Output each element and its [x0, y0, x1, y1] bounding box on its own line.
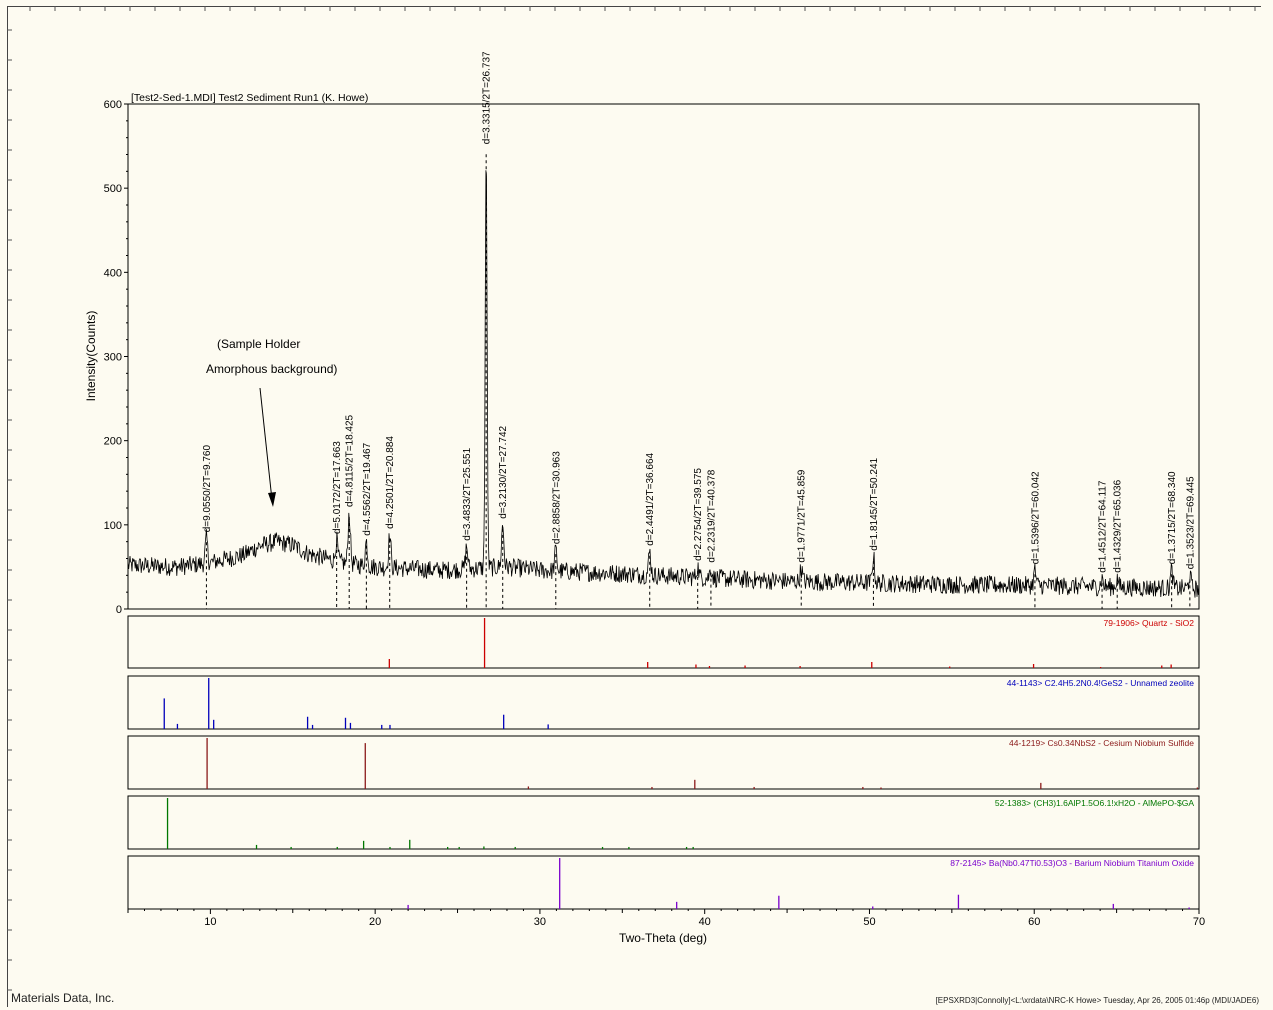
- x-tick-label: 10: [204, 916, 216, 928]
- peak-label: d=3.4833/2T=25.551: [462, 447, 473, 540]
- y-tick-label: 0: [116, 604, 122, 616]
- y-tick-label: 600: [104, 99, 122, 111]
- peak-label: d=2.8858/2T=30.963: [551, 451, 562, 544]
- reference-panel: 87-2145> Ba(Nb0.47Ti0.53)O3 - Barium Nio…: [127, 855, 1200, 910]
- reference-panel-frame: [127, 735, 1200, 790]
- peak-label: d=2.2319/2T=40.378: [706, 469, 717, 562]
- reference-panel: 44-1219> Cs0.34NbS2 - Cesium Niobium Sul…: [127, 735, 1200, 790]
- reference-panel: 79-1906> Quartz - SiO2: [127, 615, 1200, 669]
- x-tick-label: 30: [534, 916, 546, 928]
- peak-labels: d=9.0550/2T=9.760 d=5.0172/2T=17.663 d=4.8…: [202, 51, 1197, 573]
- reference-name: 87-2145> Ba(Nb0.47Ti0.53)O3 - Barium Nio…: [950, 858, 1194, 868]
- peak-label: d=4.5562/2T=19.467: [362, 442, 373, 535]
- reference-name: 52-1383> (CH3)1.6AlP1.5O6.1!xH2O - AlMeP…: [995, 798, 1194, 808]
- y-tick-label: 200: [104, 436, 122, 448]
- y-tick-label: 400: [104, 267, 122, 279]
- reference-name: 79-1906> Quartz - SiO2: [1104, 618, 1195, 628]
- peak-label: d=2.2754/2T=39.575: [693, 468, 704, 561]
- reference-panel-frame: [127, 675, 1200, 730]
- x-tick-label: 40: [699, 916, 711, 928]
- print-frame: [7, 6, 1261, 1007]
- peak-label: d=1.5396/2T=60.042: [1030, 471, 1041, 564]
- peak-label: d=1.4329/2T=65.036: [1113, 479, 1124, 572]
- reference-panels: 79-1906> Quartz - SiO2 44-1143> C2.4H5.2N…: [127, 615, 1200, 910]
- x-tick-label: 60: [1028, 916, 1040, 928]
- reference-name: 44-1219> Cs0.34NbS2 - Cesium Niobium Sul…: [1009, 738, 1194, 748]
- peak-label: d=4.2501/2T=20.884: [385, 436, 396, 529]
- peak-label: d=9.0550/2T=9.760: [202, 445, 213, 533]
- peak-label: d=3.2130/2T=27.742: [498, 426, 509, 519]
- chart-title: [Test2-Sed-1.MDI] Test2 Sediment Run1 (K…: [131, 92, 368, 104]
- reference-panel-frame: [127, 795, 1200, 850]
- annotation-line-2: Amorphous background): [206, 362, 337, 376]
- peak-label: d=1.4512/2T=64.117: [1098, 480, 1109, 573]
- peak-label: d=2.4491/2T=36.664: [645, 453, 656, 546]
- x-axis-label: Two-Theta (deg): [619, 931, 707, 945]
- x-tick-label: 20: [369, 916, 381, 928]
- x-axis: 10 20 30 40 50 60 70: [127, 909, 1205, 928]
- peak-label: d=4.8115/2T=18.425: [345, 414, 356, 507]
- frame-ruler-ticks: [7, 6, 1256, 991]
- y-axis: 0 100 200 300 400 500 600: [104, 99, 128, 616]
- annotation-arrow-head: [268, 492, 276, 507]
- footer-company: Materials Data, Inc.: [11, 991, 115, 1005]
- reference-panel: 52-1383> (CH3)1.6AlP1.5O6.1!xH2O - AlMeP…: [127, 795, 1200, 850]
- y-tick-label: 500: [104, 183, 122, 195]
- peak-drop-lines: [205, 154, 1191, 609]
- reference-name: 44-1143> C2.4H5.2N0.4!GeS2 - Unnamed zeo…: [1007, 678, 1194, 688]
- peak-label: d=5.0172/2T=17.663: [332, 441, 343, 534]
- reference-panel-frame: [127, 855, 1200, 910]
- y-axis-label: Intensity(Counts): [84, 311, 98, 402]
- y-tick-label: 300: [104, 352, 122, 364]
- x-tick-label: 50: [863, 916, 875, 928]
- footer-job-info: [EPSXRD3|Connolly]<L:\xrdata\NRC-K Howe>…: [935, 996, 1259, 1005]
- peak-label: d=1.3523/2T=69.445: [1185, 476, 1196, 569]
- reference-panel-frame: [127, 615, 1200, 669]
- diffraction-pattern-line: [127, 170, 1200, 598]
- peak-label: d=1.3715/2T=68.340: [1167, 471, 1178, 564]
- y-tick-label: 100: [104, 520, 122, 532]
- peak-label: d=1.9771/2T=45.859: [797, 469, 808, 562]
- annotation-line-1: (Sample Holder: [217, 337, 300, 351]
- amorphous-annotation: (Sample Holder Amorphous background): [206, 337, 337, 507]
- annotation-arrow-shaft: [259, 387, 273, 501]
- peak-label: d=3.3315/2T=26.737: [482, 51, 493, 144]
- x-tick-label: 70: [1193, 916, 1205, 928]
- reference-panel: 44-1143> C2.4H5.2N0.4!GeS2 - Unnamed zeo…: [127, 675, 1200, 730]
- peak-label: d=1.8145/2T=50.241: [869, 458, 880, 551]
